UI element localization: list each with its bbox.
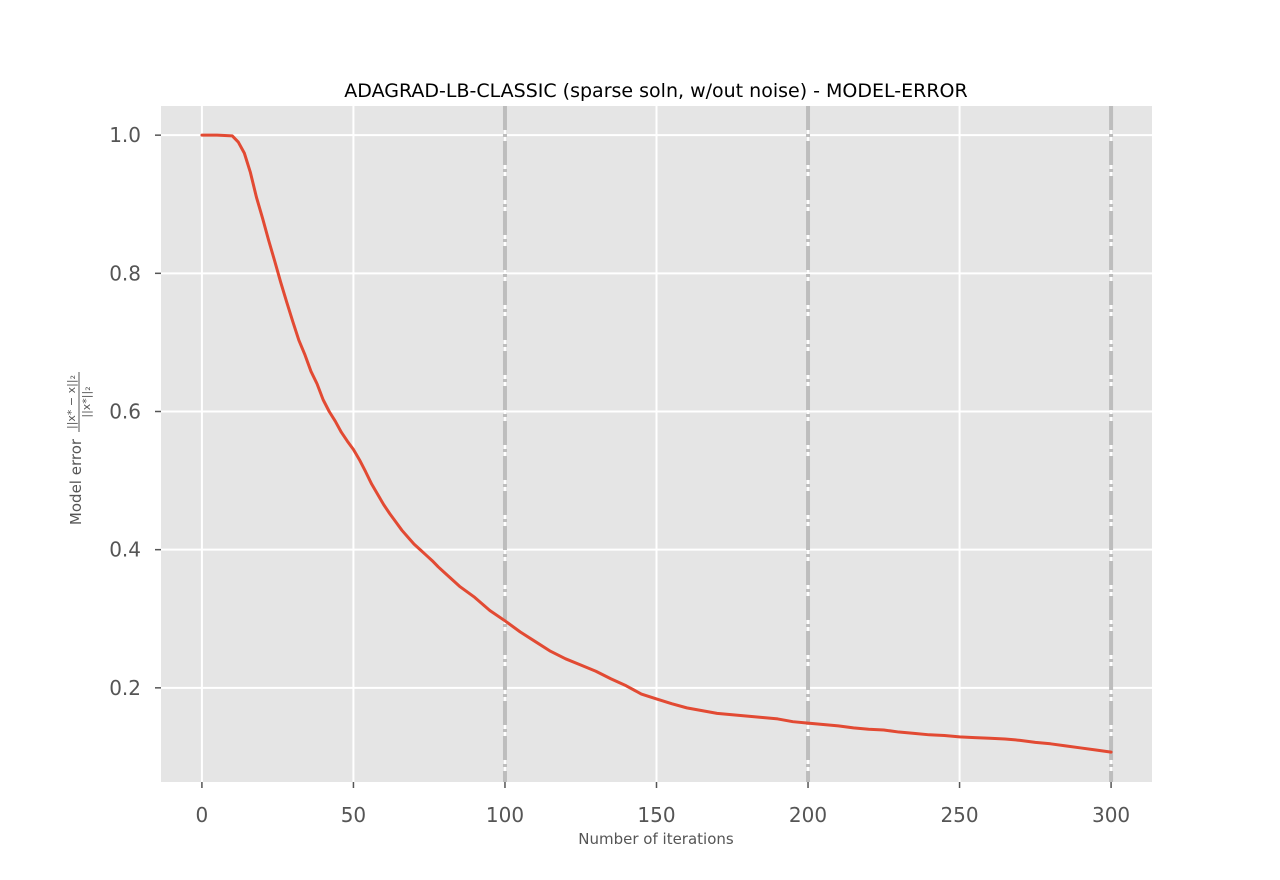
y-tick-label-1.0: 1.0 [109,123,141,147]
model-error-series-line [200,133,1113,754]
y-axis-label-numerator: ||x* − x||₂ [65,375,78,429]
iteration-marker-lines [502,106,1114,782]
x-tick-label-50: 50 [341,803,366,827]
x-tick-label-200: 200 [789,803,827,827]
y-axis-label: Model error ||x* − x||₂ ||x*||₂ [65,372,93,525]
y-tick-label-0.4: 0.4 [109,538,141,562]
x-axis-label: Number of iterations [578,830,734,848]
x-tick-label-300: 300 [1092,803,1130,827]
chart-title: ADAGRAD-LB-CLASSIC (sparse soln, w/out n… [344,80,967,102]
x-tick-label-150: 150 [637,803,675,827]
y-gridlines [161,134,1152,689]
x-tick-label-100: 100 [486,803,524,827]
x-axis-ticks: 0 50 100 150 200 250 300 [196,782,1130,827]
y-tick-label-0.8: 0.8 [109,261,141,285]
y-tick-label-0.6: 0.6 [109,399,141,423]
x-tick-label-250: 250 [940,803,978,827]
x-tick-label-0: 0 [196,803,209,827]
y-tick-label-0.2: 0.2 [109,676,141,700]
y-axis-ticks: 0.2 0.4 0.6 0.8 1.0 [109,123,161,700]
y-axis-label-denominator: ||x*||₂ [80,386,93,417]
y-axis-label-prefix: Model error [67,438,85,525]
